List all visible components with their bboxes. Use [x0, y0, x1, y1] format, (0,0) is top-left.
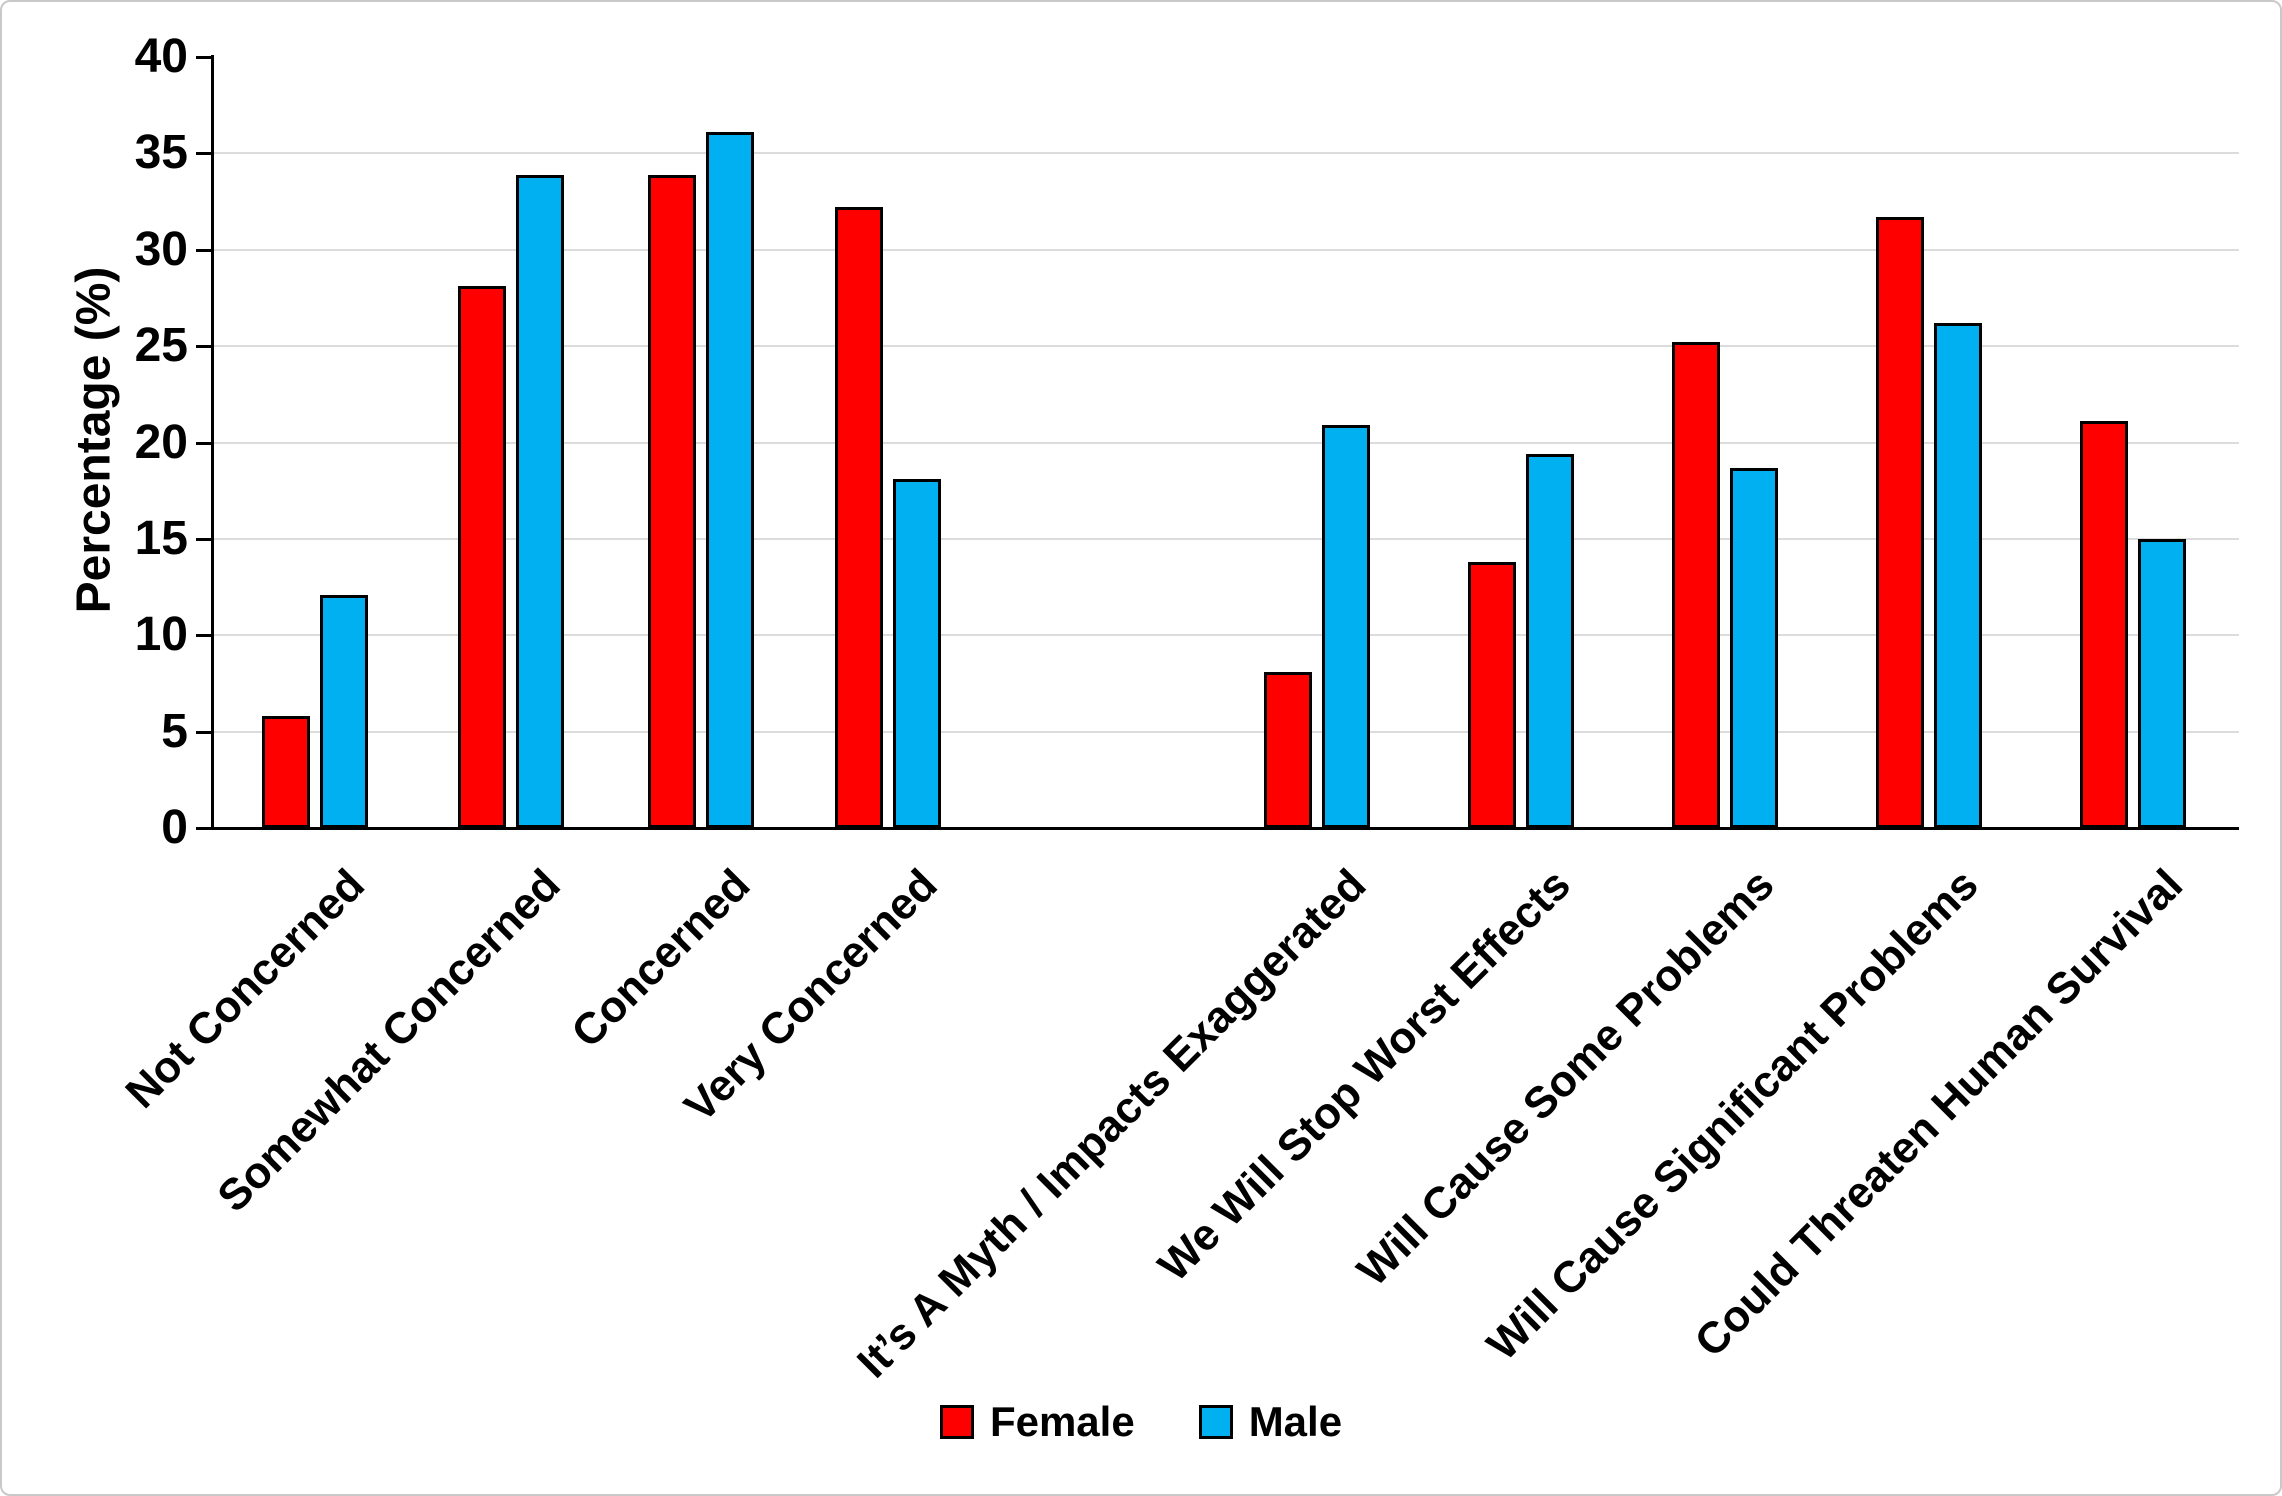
bar-male [706, 132, 754, 828]
legend-item-male: Male [1198, 1398, 1343, 1446]
y-tick-label: 15 [134, 511, 188, 565]
bar-female [1264, 672, 1312, 828]
bar-male [320, 595, 368, 828]
y-tick [196, 730, 211, 734]
bar-male [516, 175, 564, 828]
x-category-label: Will Cause Some Problems [1348, 860, 1784, 1296]
gridline [213, 248, 2239, 251]
bar-male [1526, 454, 1574, 828]
x-category-label: We Will Stop Worst Effects [1148, 860, 1580, 1291]
bar-male [893, 479, 941, 828]
x-category-label: Somewhat Concerned [208, 860, 570, 1222]
y-tick [196, 827, 211, 830]
y-tick [196, 441, 211, 445]
bar-female [648, 175, 696, 828]
bar-male [1934, 323, 1982, 828]
y-tick [196, 56, 211, 59]
bar-female [262, 716, 310, 828]
y-tick-label: 25 [134, 319, 188, 373]
gridline [213, 441, 2239, 444]
y-tick-label: 20 [134, 415, 188, 469]
legend-swatch-female [939, 1405, 974, 1439]
legend-label-female: Female [989, 1398, 1135, 1445]
legend: Female Male [2, 1398, 2280, 1446]
bar-female [1876, 217, 1924, 828]
bar-male [1322, 425, 1370, 828]
y-tick-label: 0 [161, 801, 188, 854]
y-tick-label: 30 [134, 222, 188, 276]
y-tick [196, 248, 211, 252]
y-tick-label: 35 [134, 126, 188, 180]
gridline [213, 152, 2239, 155]
bar-male [2138, 539, 2186, 828]
gridline [213, 345, 2239, 348]
x-axis-line [211, 827, 2239, 830]
y-axis-line [211, 55, 214, 830]
y-tick [196, 537, 211, 541]
bar-female [458, 286, 506, 828]
gridline [213, 730, 2239, 733]
x-category-label: Concerned [562, 860, 760, 1058]
gridline [213, 634, 2239, 637]
bar-female [835, 207, 883, 828]
gridline [213, 537, 2239, 540]
y-tick [196, 345, 211, 349]
y-tick-label: 40 [134, 30, 188, 83]
y-tick [196, 152, 211, 156]
y-tick-label: 5 [161, 704, 188, 758]
legend-item-female: Female [939, 1398, 1135, 1446]
y-tick [196, 634, 211, 638]
bar-female [1672, 342, 1720, 828]
bar-male [1730, 468, 1778, 828]
legend-swatch-male [1198, 1405, 1233, 1439]
legend-label-male: Male [1248, 1398, 1343, 1445]
y-tick-label: 10 [134, 608, 188, 662]
bar-female [1468, 562, 1516, 828]
bar-female [2080, 421, 2128, 828]
